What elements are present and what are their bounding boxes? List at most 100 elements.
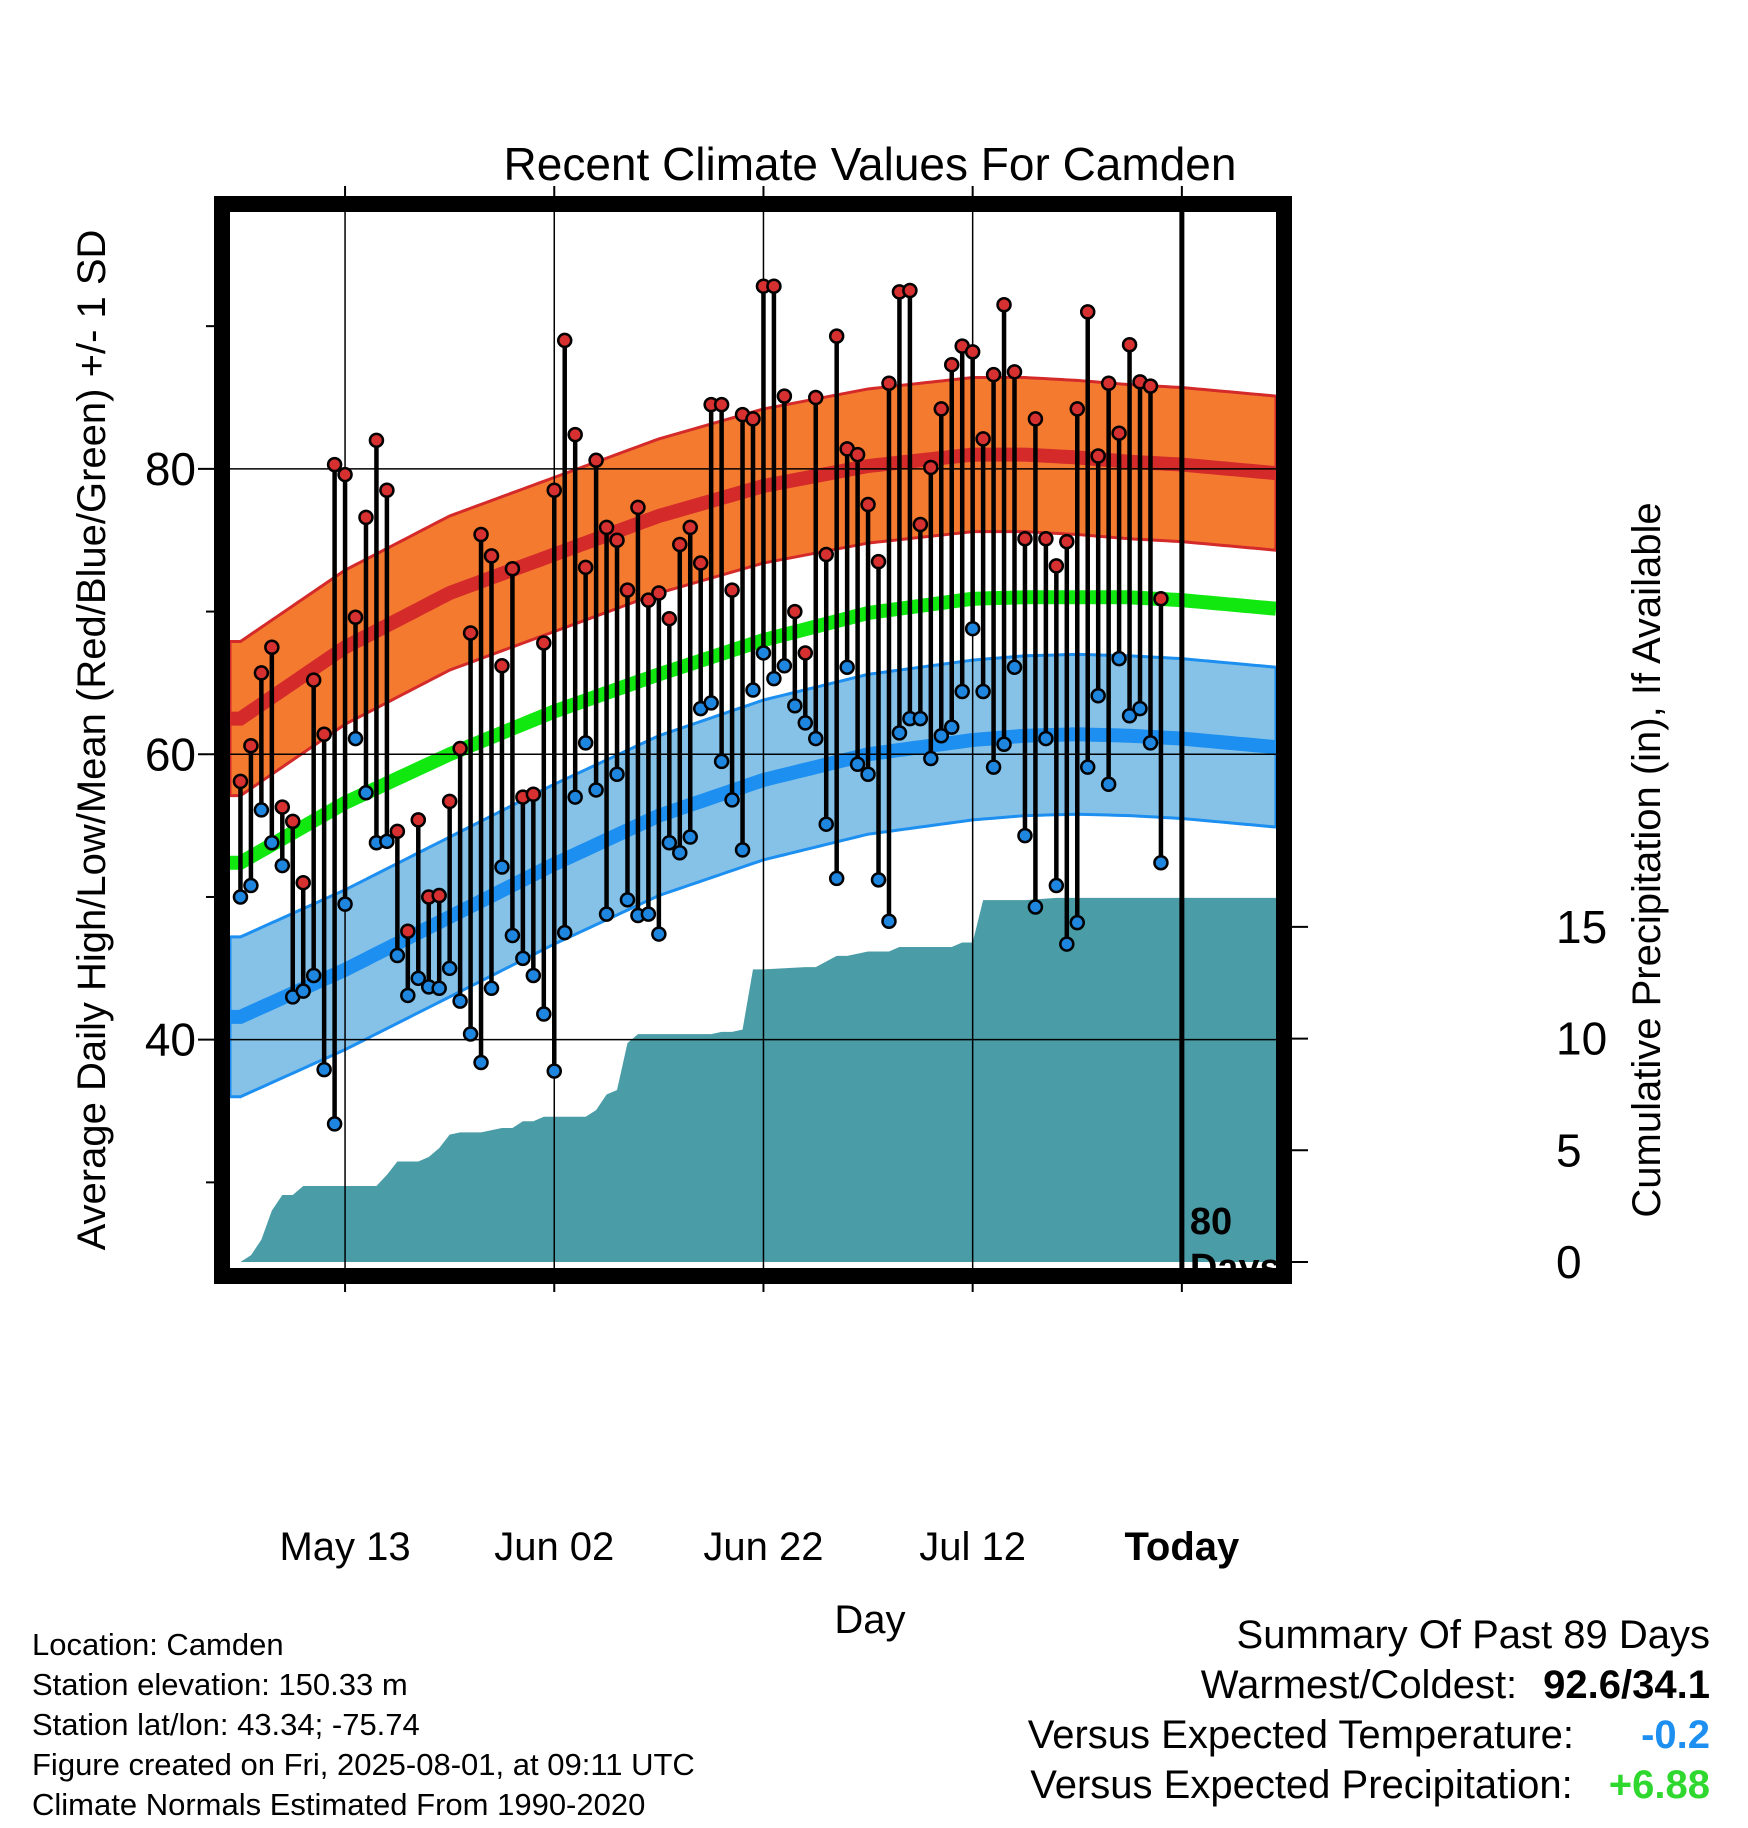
daily-low-point (1027, 899, 1044, 915)
daily-high-point (619, 582, 636, 598)
daily-high-point (964, 344, 981, 360)
daily-low-point (473, 1054, 489, 1071)
y2-tick-label: 0 (1556, 1236, 1582, 1288)
summary-temp-row: Versus Expected Temperature: -0.2 (1028, 1710, 1710, 1760)
daily-low-point (1100, 776, 1117, 792)
daily-high-point (536, 635, 552, 651)
daily-low-point (996, 736, 1012, 753)
daily-low-point (441, 960, 458, 977)
precip-value: +6.88 (1608, 1763, 1710, 1807)
daily-low-point (1038, 730, 1054, 747)
daily-high-point (881, 375, 897, 391)
daily-high-point (630, 499, 646, 516)
x-axis-label: Day (834, 1598, 905, 1642)
daily-low-point (483, 980, 500, 997)
daily-high-point (724, 582, 740, 598)
daily-low-point (567, 789, 583, 805)
daily-low-point (295, 983, 311, 999)
daily-high-point (285, 813, 301, 830)
daily-low-point (776, 658, 793, 674)
daily-high-point (243, 737, 259, 754)
daily-low-point (1142, 735, 1159, 751)
daily-high-point (1121, 336, 1138, 353)
daily-high-point (588, 452, 604, 469)
daily-low-point (598, 906, 615, 922)
daily-low-point (640, 906, 657, 922)
daily-low-point (389, 947, 406, 964)
daily-low-point (1132, 700, 1148, 717)
today-days-label: Days (1190, 1247, 1281, 1289)
daily-high-point (1006, 364, 1023, 380)
daily-high-point (337, 466, 353, 483)
daily-low-point (1121, 707, 1138, 724)
daily-high-point (682, 519, 698, 536)
daily-low-point (305, 967, 322, 984)
daily-low-point (274, 857, 291, 874)
latlon-text: Station lat/lon: 43.34; -75.74 (32, 1707, 420, 1742)
plot-frame (214, 196, 1292, 1284)
daily-high-point (431, 887, 447, 904)
daily-high-point (828, 328, 845, 344)
daily-low-point (264, 834, 280, 851)
daily-low-point (525, 967, 542, 984)
daily-low-point (745, 682, 761, 698)
daily-high-point (1027, 411, 1044, 427)
daily-high-point (379, 482, 395, 499)
daily-low-point (1090, 688, 1106, 704)
daily-high-point (567, 426, 583, 443)
daily-low-point (839, 659, 855, 675)
daily-high-point (1111, 425, 1127, 441)
daily-low-point (546, 1063, 563, 1079)
y-tick-label: 40 (145, 1014, 196, 1066)
today-days-label: 80 (1190, 1201, 1232, 1243)
daily-low-point (556, 924, 573, 941)
daily-low-point (347, 730, 364, 747)
daily-high-point (1069, 401, 1086, 417)
daily-low-point (379, 833, 395, 850)
daily-high-point (661, 610, 678, 627)
normal-low-band (230, 652, 1276, 1099)
elevation-text: Station elevation: 150.33 m (32, 1667, 408, 1702)
daily-high-point (1090, 448, 1106, 464)
station-metadata: Location: Camden Station elevation: 150.… (32, 1625, 695, 1825)
daily-high-point (985, 366, 1002, 383)
daily-high-point (902, 282, 918, 299)
daily-high-point (640, 592, 657, 608)
daily-high-point (776, 388, 793, 404)
daily-high-point (556, 332, 573, 349)
daily-high-point (943, 356, 960, 373)
daily-high-point (358, 509, 374, 526)
daily-high-point (996, 297, 1012, 313)
normal-low-line (230, 727, 1276, 1024)
daily-low-point (870, 872, 887, 888)
daily-high-point (975, 431, 991, 447)
daily-high-point (577, 559, 594, 576)
daily-low-point (954, 683, 970, 700)
daily-low-point (1111, 650, 1127, 667)
x-tick-label: Jun 22 (703, 1525, 823, 1569)
daily-high-point (483, 548, 500, 564)
daily-high-point (1038, 531, 1054, 547)
summary-precip-row: Versus Expected Precipitation: +6.88 (1028, 1760, 1710, 1810)
daily-low-point (881, 913, 897, 929)
daily-high-point (923, 459, 939, 476)
y-tick-label: 60 (145, 728, 196, 780)
warm-cold-value: 92.6/34.1 (1543, 1663, 1710, 1707)
daily-high-point (462, 625, 479, 641)
daily-low-point (358, 785, 374, 801)
y-tick-label: 80 (145, 443, 196, 495)
daily-high-point (1100, 375, 1117, 391)
daily-low-point (849, 756, 866, 773)
daily-high-point (264, 639, 280, 655)
daily-low-point (985, 759, 1002, 775)
precip-area (240, 897, 1276, 1262)
daily-low-point (787, 698, 803, 714)
daily-low-point (462, 1026, 479, 1042)
daily-low-point (494, 859, 510, 875)
daily-high-point (766, 278, 782, 294)
daily-high-point (912, 516, 929, 533)
daily-low-point (797, 715, 814, 731)
daily-high-point (410, 812, 427, 828)
daily-low-point (703, 695, 719, 711)
